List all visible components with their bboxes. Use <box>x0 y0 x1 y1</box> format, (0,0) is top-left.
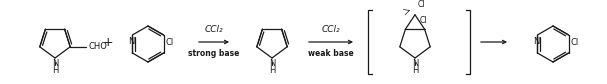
Text: CCl₂: CCl₂ <box>322 25 341 34</box>
Text: H: H <box>52 66 58 75</box>
Text: Cl: Cl <box>420 16 427 25</box>
Text: N: N <box>412 59 418 68</box>
Text: N: N <box>128 37 135 46</box>
Text: weak base: weak base <box>308 49 354 58</box>
Text: CHO: CHO <box>88 42 107 51</box>
Text: N: N <box>269 59 275 68</box>
Text: Cl: Cl <box>571 38 579 47</box>
Text: CCl₂: CCl₂ <box>205 25 223 34</box>
Text: Cl: Cl <box>166 38 174 47</box>
Text: N: N <box>52 59 58 68</box>
Text: strong base: strong base <box>188 49 240 58</box>
Text: +: + <box>103 36 114 48</box>
Text: Cl: Cl <box>418 0 426 9</box>
Text: H: H <box>412 66 418 75</box>
Text: H: H <box>269 66 275 75</box>
Text: N: N <box>533 37 540 46</box>
